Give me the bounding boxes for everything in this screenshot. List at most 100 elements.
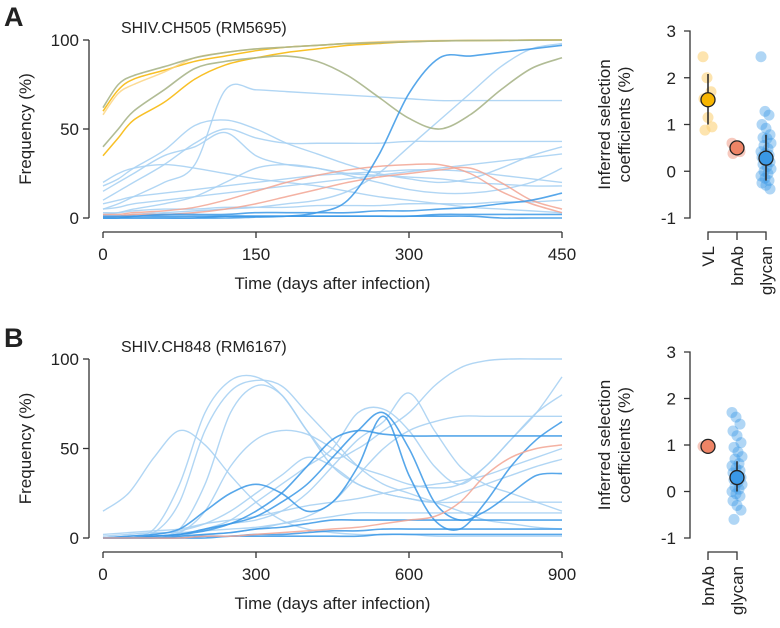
series-line-glycan bbox=[102, 192, 563, 218]
series-line-glycan bbox=[103, 519, 562, 539]
data-point-glycan bbox=[760, 122, 772, 134]
axes bbox=[88, 359, 562, 553]
mean-marker-bnAb bbox=[700, 438, 716, 455]
data-point-glycan bbox=[726, 460, 738, 472]
category-label-glycan: glycan bbox=[757, 246, 776, 295]
y-tick-label: 1 bbox=[667, 116, 676, 135]
panel-label-a: A bbox=[4, 2, 24, 32]
series-line-VL bbox=[102, 39, 563, 157]
y-tick-label: 100 bbox=[51, 350, 79, 369]
series-line-glycan bbox=[102, 163, 563, 216]
y-axis-label: Frequency (%) bbox=[16, 73, 35, 184]
data-point-glycan bbox=[756, 177, 768, 189]
x-tick-label: 0 bbox=[98, 565, 107, 584]
x-axis bbox=[707, 551, 738, 560]
y-axis-label-line1: Inferred selection bbox=[595, 380, 614, 510]
series-line-glycan bbox=[102, 429, 562, 538]
series-line-glycan bbox=[102, 199, 563, 214]
y-tick-label: 50 bbox=[60, 440, 79, 459]
y-tick-label: 0 bbox=[667, 162, 676, 181]
mean-marker-glycan bbox=[729, 469, 745, 486]
data-point-glycan bbox=[728, 513, 740, 525]
series-line-glycan bbox=[102, 128, 562, 201]
series-line-glycan bbox=[102, 163, 563, 214]
y-tick-label: 0 bbox=[70, 209, 79, 228]
category-label-glycan: glycan bbox=[728, 566, 747, 615]
data-point-glycan bbox=[765, 137, 777, 149]
data-point-glycan bbox=[728, 441, 740, 453]
series-line-VL bbox=[102, 39, 563, 116]
data-point-glycan bbox=[734, 490, 746, 502]
x-tick-label: 300 bbox=[242, 565, 270, 584]
data-point-glycan bbox=[731, 430, 743, 442]
data-point-glycan bbox=[730, 488, 742, 500]
data-point-glycan bbox=[765, 163, 777, 175]
y-tick-label: 0 bbox=[70, 529, 79, 548]
x-axis bbox=[707, 231, 767, 240]
data-point-glycan bbox=[761, 133, 773, 145]
y-tick-label: 0 bbox=[667, 483, 676, 502]
series-line-glycan bbox=[102, 411, 563, 539]
series-line-glycan bbox=[102, 456, 563, 539]
y-tick-label: 2 bbox=[667, 69, 676, 88]
series-line-VL bbox=[102, 39, 563, 109]
chart-title: SHIV.CH505 (RM5695) bbox=[121, 20, 287, 37]
series-line-glycan bbox=[102, 511, 562, 537]
y-axis-label-line2: coefficients (%) bbox=[615, 387, 634, 503]
data-point-glycan bbox=[763, 109, 775, 121]
data-point-VL bbox=[697, 51, 709, 63]
y-tick-label: 3 bbox=[667, 343, 676, 362]
series-line-glycan bbox=[102, 429, 562, 539]
data-point-glycan bbox=[732, 446, 744, 458]
y-axis-label: Frequency (%) bbox=[16, 393, 35, 504]
x-tick-label: 150 bbox=[242, 245, 270, 264]
series-line-glycan bbox=[102, 153, 563, 210]
x-tick-label: 0 bbox=[98, 245, 107, 264]
data-point-glycan bbox=[735, 504, 747, 516]
x-tick-label: 900 bbox=[548, 565, 576, 584]
panel-label-b: B bbox=[4, 323, 24, 353]
y-tick-label: 50 bbox=[60, 120, 79, 139]
data-point-glycan bbox=[734, 418, 746, 430]
y-axis-label-line2: coefficients (%) bbox=[615, 67, 634, 183]
category-label-bnAb: bnAb bbox=[728, 246, 747, 286]
series-line-glycan bbox=[102, 83, 562, 210]
x-tick-label: 300 bbox=[395, 245, 423, 264]
data-point-glycan bbox=[731, 499, 743, 511]
data-point-glycan bbox=[759, 172, 771, 184]
panel-b-frequency-chart: SHIV.CH848 (RM6167) 0 50 100 0 300 600 900 Time … bbox=[16, 339, 576, 613]
data-point-glycan bbox=[755, 170, 767, 182]
data-point-glycan bbox=[756, 119, 768, 130]
series-line-glycan bbox=[102, 119, 563, 187]
panel-a-selection-chart: -1 0 1 2 3 Inferred selection coefficients (%)… bbox=[595, 22, 777, 295]
data-point-VL bbox=[699, 124, 711, 136]
y-tick-label: 2 bbox=[667, 390, 676, 409]
x-axis-label: Time (days after infection) bbox=[235, 594, 431, 613]
mean-marker-VL bbox=[700, 92, 716, 108]
y-axis-label-line1: Inferred selection bbox=[595, 59, 614, 189]
data-point-glycan bbox=[727, 495, 739, 507]
series-line-glycan bbox=[102, 415, 563, 539]
y-tick-label: 100 bbox=[51, 31, 79, 50]
data-point-glycan bbox=[755, 51, 767, 63]
mean-marker-bnAb bbox=[729, 140, 745, 156]
panel-b-selection-chart: -1 0 1 2 3 Inferred selection coefficients (%)… bbox=[595, 343, 748, 615]
data-point-glycan bbox=[764, 129, 776, 141]
y-tick-label: -1 bbox=[661, 209, 676, 228]
category-label-bnAb: bnAb bbox=[699, 566, 718, 606]
y-tick-label: 3 bbox=[667, 22, 676, 41]
series-line-glycan bbox=[102, 42, 563, 219]
series-line-bnAb bbox=[103, 444, 563, 539]
data-point-glycan bbox=[736, 451, 748, 463]
mean-marker-glycan bbox=[758, 150, 774, 166]
chart-title: SHIV.CH848 (RM6167) bbox=[121, 339, 287, 356]
data-point-glycan bbox=[760, 179, 772, 191]
series-line-glycan bbox=[103, 215, 562, 219]
category-label-VL: VL bbox=[699, 246, 718, 267]
x-tick-label: 600 bbox=[395, 565, 423, 584]
data-point-glycan bbox=[727, 425, 739, 437]
y-tick-label: -1 bbox=[661, 529, 676, 548]
data-point-glycan bbox=[730, 411, 742, 423]
axes bbox=[88, 40, 562, 233]
